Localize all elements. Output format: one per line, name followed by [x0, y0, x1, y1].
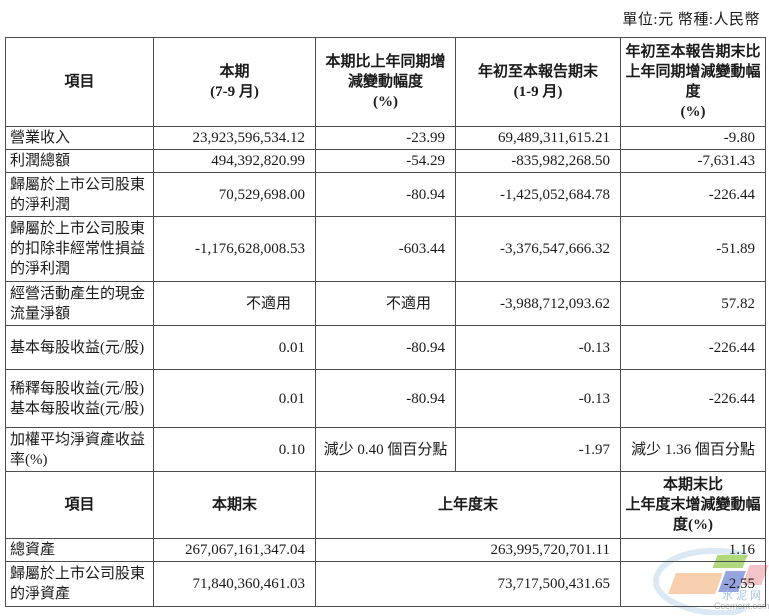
table-cell: 494,392,820.99 [153, 149, 316, 173]
table-cell: 57.82 [620, 281, 766, 326]
row-label: 利潤總額 [5, 149, 154, 173]
row-label: 歸屬於上市公司股東的淨利潤 [5, 172, 154, 217]
table-cell: -226.44 [620, 369, 766, 428]
row-label: 經營活動產生的現金流量淨額 [5, 281, 154, 326]
table-row: 歸屬於上市公司股東的扣除非經常性損益的淨利潤 -1,176,628,008.53… [5, 216, 766, 282]
unit-currency-note: 單位:元 幣種:人民幣 [622, 12, 760, 28]
financial-tables: 項目 本期 (7-9 月) 本期比上年同期增 減變動幅度 (%) 年初至本報告期… [5, 37, 766, 607]
table-cell: 73,717,500,431.65 [315, 561, 621, 607]
table-row: 營業收入 23,923,596,534.12 -23.99 69,489,311… [5, 126, 766, 150]
row-label: 歸屬於上市公司股東的扣除非經常性損益的淨利潤 [5, 216, 154, 282]
table-cell: 70,529,698.00 [153, 172, 316, 217]
table-cell: -835,982,268.50 [455, 149, 621, 173]
table-cell: -2.55 [620, 561, 766, 607]
table-cell: -0.13 [455, 325, 621, 370]
table-cell: -23.99 [315, 126, 456, 150]
table-cell: 267,067,161,347.04 [153, 538, 316, 562]
table-cell: -80.94 [315, 325, 456, 370]
table-cell: -603.44 [315, 216, 456, 282]
table-cell: 減少 0.40 個百分點 [315, 427, 456, 472]
column-header-ytd-change: 年初至本報告期末比 上年同期增減變動幅 度 (%) [620, 37, 766, 127]
table-row: 基本每股收益(元/股) 0.01 -80.94 -0.13 -226.44 [5, 325, 766, 370]
row-label: 加權平均淨資產收益率(%) [5, 427, 154, 472]
column-header-ytd: 年初至本報告期末 (1-9 月) [455, 37, 621, 127]
table-cell: 23,923,596,534.12 [153, 126, 316, 150]
table-cell: -1.97 [455, 427, 621, 472]
table-cell: 減少 1.36 個百分點 [620, 427, 766, 472]
table-cell: -1,425,052,684.78 [455, 172, 621, 217]
table-cell: 69,489,311,615.21 [455, 126, 621, 150]
column-header-prior-year-end: 上年度末 [315, 471, 621, 539]
column-header-current-period: 本期 (7-9 月) [153, 37, 316, 127]
balance-sheet-table: 項目 本期末 上年度末 本期末比 上年度末增減變動幅 度(%) 總資產 267,… [5, 471, 766, 607]
column-header-item: 項目 [5, 471, 154, 539]
table-header-row: 項目 本期末 上年度末 本期末比 上年度末增減變動幅 度(%) [5, 471, 766, 539]
table-cell: -80.94 [315, 369, 456, 428]
table-cell: -80.94 [315, 172, 456, 217]
table-cell: 0.10 [153, 427, 316, 472]
table-cell: -7,631.43 [620, 149, 766, 173]
column-header-period-change: 本期比上年同期增 減變動幅度 (%) [315, 37, 456, 127]
row-label: 稀釋每股收益(元/股)基本每股收益(元/股) [5, 369, 154, 428]
table-row: 稀釋每股收益(元/股)基本每股收益(元/股) 0.01 -80.94 -0.13… [5, 369, 766, 428]
column-header-period-end: 本期末 [153, 471, 316, 539]
table-row: 利潤總額 494,392,820.99 -54.29 -835,982,268.… [5, 149, 766, 173]
column-header-change: 本期末比 上年度末增減變動幅 度(%) [620, 471, 766, 539]
table-cell: -0.13 [455, 369, 621, 428]
quarterly-results-table: 項目 本期 (7-9 月) 本期比上年同期增 減變動幅度 (%) 年初至本報告期… [5, 37, 766, 472]
table-row: 經營活動產生的現金流量淨額 不適用 不適用 -3,988,712,093.62 … [5, 281, 766, 326]
row-label: 歸屬於上市公司股東的淨資產 [5, 561, 154, 607]
table-cell: -1,176,628,008.53 [153, 216, 316, 282]
table-cell: 0.01 [153, 369, 316, 428]
table-row: 歸屬於上市公司股東的淨利潤 70,529,698.00 -80.94 -1,42… [5, 172, 766, 217]
table-cell: 0.01 [153, 325, 316, 370]
table-cell: -3,376,547,666.32 [455, 216, 621, 282]
row-label: 營業收入 [5, 126, 154, 150]
table-cell: 71,840,360,461.03 [153, 561, 316, 607]
table-header-row: 項目 本期 (7-9 月) 本期比上年同期增 減變動幅度 (%) 年初至本報告期… [5, 37, 766, 127]
table-row: 歸屬於上市公司股東的淨資產 71,840,360,461.03 73,717,5… [5, 561, 766, 607]
row-label: 基本每股收益(元/股) [5, 325, 154, 370]
table-cell: -9.80 [620, 126, 766, 150]
table-cell: 263,995,720,701.11 [315, 538, 621, 562]
column-header-item: 項目 [5, 37, 154, 127]
table-cell: -51.89 [620, 216, 766, 282]
table-cell: -54.29 [315, 149, 456, 173]
table-cell: -226.44 [620, 325, 766, 370]
table-cell: 不適用 [153, 281, 316, 326]
table-cell: 不適用 [315, 281, 456, 326]
row-label: 總資產 [5, 538, 154, 562]
table-row: 加權平均淨資產收益率(%) 0.10 減少 0.40 個百分點 -1.97 減少… [5, 427, 766, 472]
table-cell: 1.16 [620, 538, 766, 562]
table-cell: -226.44 [620, 172, 766, 217]
table-row: 總資產 267,067,161,347.04 263,995,720,701.1… [5, 538, 766, 562]
table-cell: -3,988,712,093.62 [455, 281, 621, 326]
